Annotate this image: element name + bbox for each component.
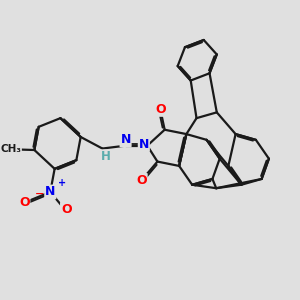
Text: O: O [136, 174, 147, 187]
Text: H: H [101, 150, 111, 163]
Text: N: N [139, 138, 149, 151]
Text: O: O [19, 196, 29, 208]
Text: −: − [34, 189, 44, 199]
Text: O: O [61, 203, 71, 216]
Text: +: + [58, 178, 67, 188]
Text: O: O [155, 103, 166, 116]
Text: N: N [45, 185, 56, 199]
Text: N: N [120, 134, 131, 146]
Text: CH₃: CH₃ [0, 144, 21, 154]
